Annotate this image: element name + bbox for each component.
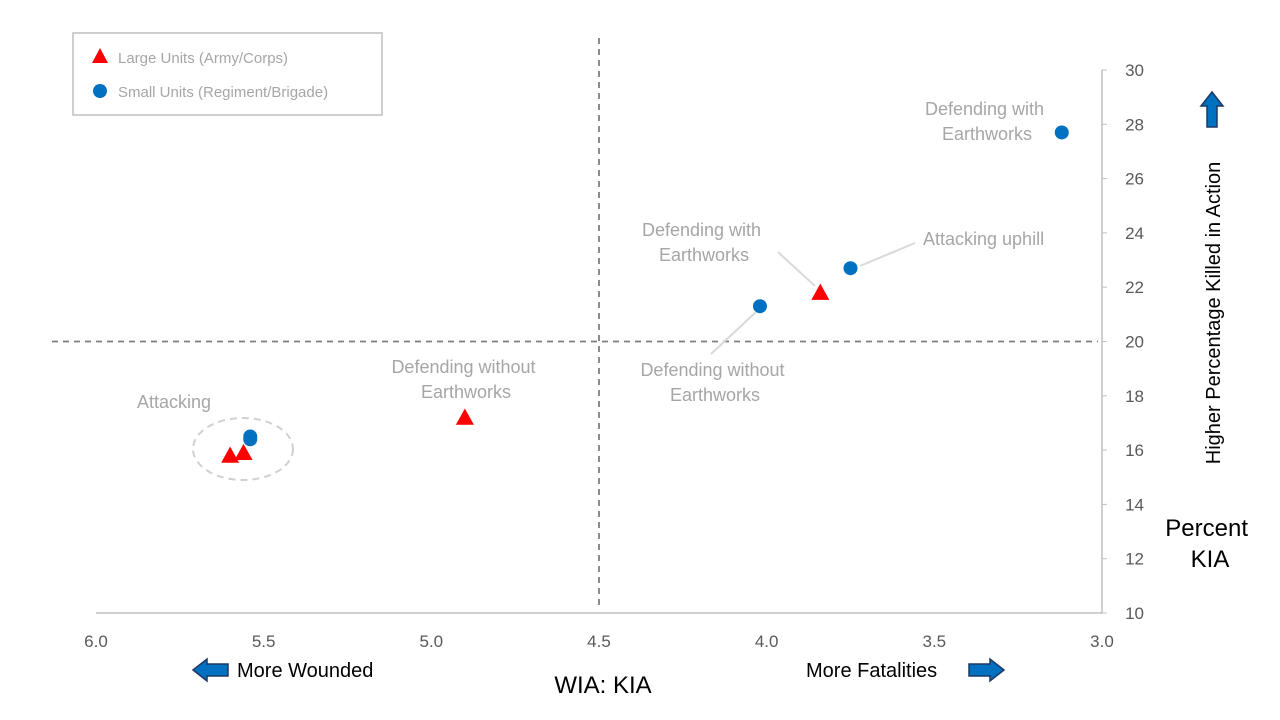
y-tick-label: 28 [1125, 115, 1144, 134]
annotation-attacking-uphill: Attacking uphill [923, 229, 1044, 249]
x-tick-label: 3.0 [1090, 632, 1114, 651]
annotations: Attacking Defending without Earthworks D… [137, 99, 1049, 412]
annotation-line: Defending with [925, 99, 1044, 119]
annotation-defending-without-earthworks-right: Defending without Earthworks [640, 360, 789, 405]
legend-label-small-units: Small Units (Regiment/Brigade) [118, 84, 328, 101]
data-point-circle [243, 429, 258, 444]
annotation-defending-with-earthworks-top: Defending with Earthworks [925, 99, 1049, 144]
data-point-circle [843, 261, 858, 276]
data-point-triangle [811, 283, 830, 300]
leader-lines [710, 242, 916, 355]
y-axis-title: Percent KIA [1165, 515, 1254, 573]
leader-line-defending-with-earthworks [777, 251, 816, 287]
x-tick-label: 4.0 [755, 632, 779, 651]
y-tick-label: 12 [1125, 550, 1144, 569]
leader-line-attacking-uphill [859, 242, 916, 267]
legend-label-large-units: Large Units (Army/Corps) [118, 50, 288, 67]
x-tick-label: 6.0 [84, 632, 108, 651]
annotation-line: Defending without [391, 357, 535, 377]
x-axis-title: WIA: KIA [554, 672, 651, 699]
y-tick-label: 14 [1125, 495, 1144, 514]
reference-lines [52, 38, 1098, 605]
y-tick-label: 22 [1125, 278, 1144, 297]
annotation-defending-with-earthworks-mid: Defending with Earthworks [642, 220, 766, 265]
x-left-direction-label: More Wounded [237, 660, 373, 682]
y-tick-label: 18 [1125, 387, 1144, 406]
y-axis-title-line1: Percent [1165, 515, 1248, 542]
data-point-triangle [221, 446, 240, 463]
annotation-attacking: Attacking [137, 392, 211, 412]
x-right-direction-label: More Fatalities [806, 660, 937, 682]
data-point-circle [752, 299, 767, 314]
legend: Large Units (Army/Corps) Small Units (Re… [72, 32, 383, 116]
data-point-triangle [455, 408, 474, 425]
x-tick-label: 5.0 [420, 632, 444, 651]
y-tick-label: 26 [1125, 170, 1144, 189]
annotation-line: Earthworks [659, 245, 749, 265]
annotation-line: Attacking uphill [923, 229, 1044, 249]
annotation-line: Earthworks [942, 124, 1032, 144]
x-tick-label: 3.5 [923, 632, 947, 651]
data-points [221, 125, 1069, 463]
annotation-line: Earthworks [421, 382, 511, 402]
attacking-cluster-ellipse [192, 417, 294, 481]
x-tick-label: 4.5 [587, 632, 611, 651]
annotation-line: Earthworks [670, 385, 760, 405]
data-point-circle [1054, 125, 1069, 140]
y-axis-title-line2: KIA [1191, 546, 1230, 573]
y-tick-label: 24 [1125, 224, 1144, 243]
y-tick-label: 30 [1125, 61, 1144, 80]
right-arrow-icon [968, 657, 1006, 683]
annotation-line: Defending with [642, 220, 761, 240]
axes: 6.0 5.5 5.0 4.5 4.0 3.5 3.0 10 12 14 16 18 20 22 24 26 2… [84, 61, 1144, 651]
leader-line-defending-without-earthworks [710, 311, 757, 355]
data-point-triangle [234, 443, 253, 461]
y-axis-direction-label: Higher Percentage Killed in Action [1203, 162, 1225, 464]
legend-circle-marker [93, 84, 107, 98]
annotation-line: Defending without [640, 360, 784, 380]
x-tick-label: 5.5 [252, 632, 276, 651]
left-arrow-icon [191, 657, 229, 683]
legend-box [72, 32, 383, 116]
y-tick-label: 10 [1125, 604, 1144, 623]
annotation-attacking-line1: Attacking [137, 392, 211, 412]
annotation-defending-without-earthworks-left: Defending without Earthworks [391, 357, 540, 402]
y-tick-label: 16 [1125, 441, 1144, 460]
legend-triangle-marker [92, 48, 108, 63]
y-tick-label: 20 [1125, 333, 1144, 352]
up-arrow-icon [1199, 90, 1225, 128]
